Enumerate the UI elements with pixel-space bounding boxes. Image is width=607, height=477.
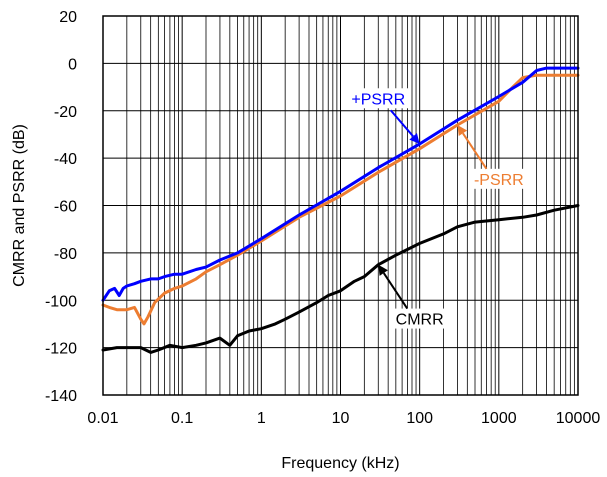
series-line-psrr [101,73,580,326]
y-tick-label: -80 [54,246,77,263]
y-tick-label: 0 [68,56,77,73]
annotation-arrowhead [457,124,468,137]
x-tick-label: 10 [332,410,350,427]
annotation-arrow [462,132,488,170]
annotation-bg [468,168,529,189]
annotations: +PSRR -PSRR CMRR [348,88,529,329]
x-tick-label: 10000 [556,410,601,427]
x-tick-label: 100 [406,410,433,427]
annotation-label: CMRR [396,312,444,329]
x-axis-title: Frequency (kHz) [281,455,399,472]
annotation-arrowhead [378,264,388,276]
x-tick-label: 0.01 [87,410,118,427]
plot-frame [102,15,579,396]
x-tick-label: 1000 [481,410,517,427]
y-tick-label: -100 [45,293,77,310]
annotation-bg [348,88,409,109]
y-tick-label: -40 [54,151,77,168]
annotation-arrow [382,272,409,310]
annotation-bg [394,308,445,329]
y-axis-title: CMRR and PSRR (dB) [11,124,28,287]
series-layer [101,66,580,354]
y-tick-label: -120 [45,341,77,358]
x-tick-label: 0.1 [171,410,193,427]
x-tick-labels: 0.01 0.1 1 10 100 1000 10000 [87,410,600,427]
annotation-label: -PSRR [474,172,524,189]
x-tick-label: 1 [257,410,266,427]
y-tick-label: -140 [45,388,77,405]
y-tick-label: 20 [59,9,77,26]
series-line-cmrr [101,204,580,354]
y-tick-label: -20 [54,104,77,121]
annotation-arrowhead [409,133,420,144]
y-tick-label: -60 [54,199,77,216]
annotation-arrow [389,109,414,137]
series-line-psrr [101,66,580,302]
grid [103,16,578,395]
y-tick-labels: 20 0 -20 -40 -60 -80 -100 -120 -140 [45,9,77,405]
annotation-label: +PSRR [351,91,405,108]
